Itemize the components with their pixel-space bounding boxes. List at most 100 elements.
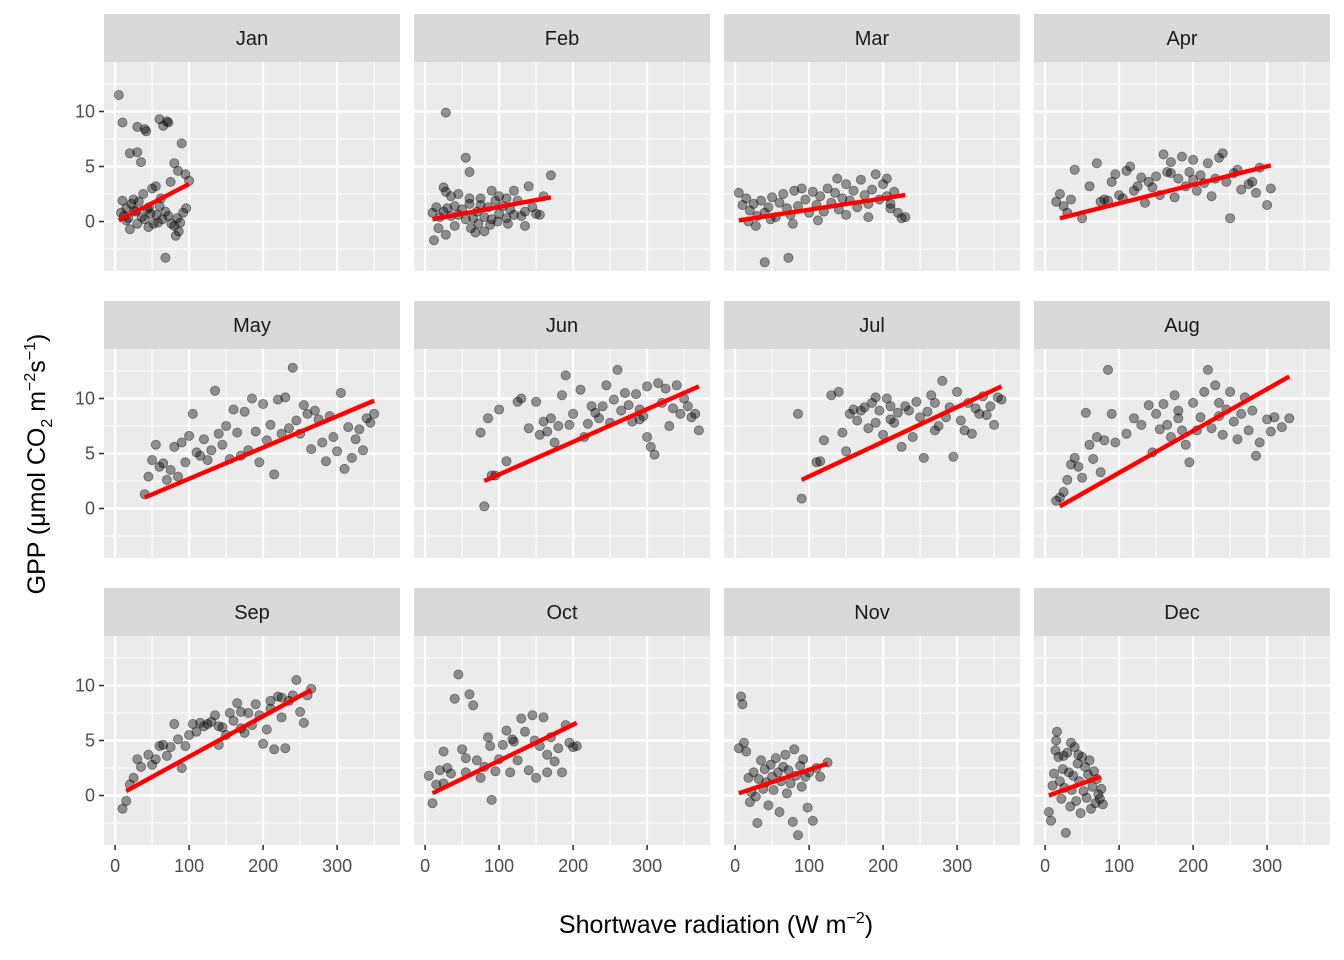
scatter-point (165, 742, 176, 753)
strip-label-jan: Jan (236, 28, 268, 50)
scatter-point (468, 700, 479, 711)
scatter-point (1247, 176, 1258, 187)
scatter-point (807, 186, 818, 197)
scatter-point (147, 759, 158, 770)
scatter-point (878, 179, 889, 190)
scatter-point (911, 396, 922, 407)
scatter-point (339, 463, 350, 474)
scatter-point (859, 402, 870, 413)
scatter-point (1062, 474, 1073, 485)
scatter-point (1073, 749, 1084, 760)
scatter-point (844, 408, 855, 419)
scatter-point (738, 737, 749, 748)
scatter-point (1232, 434, 1243, 445)
scatter-point (531, 208, 542, 219)
scatter-point (494, 404, 505, 415)
scatter-point (892, 407, 903, 418)
scatter-point (221, 420, 232, 431)
scatter-point (357, 445, 368, 456)
scatter-point (885, 414, 896, 425)
scatter-point (232, 427, 243, 438)
scatter-point (815, 771, 826, 782)
scatter-point (246, 393, 257, 404)
scatter-point (582, 418, 593, 429)
scatter-point (1093, 789, 1104, 800)
scatter-point (549, 437, 560, 448)
y-tick-label: 0 (85, 786, 95, 806)
regression-line-jan (117, 182, 191, 223)
scatter-point (464, 193, 475, 204)
scatter-point (874, 405, 885, 416)
scatter-point (770, 753, 781, 764)
scatter-point (767, 192, 778, 203)
scatter-point (442, 203, 453, 214)
scatter-point (1063, 767, 1074, 778)
x-tick-label: 100 (1104, 856, 1134, 876)
scatter-point (682, 401, 693, 412)
scatter-point (139, 214, 150, 225)
scatter-point (508, 736, 519, 747)
x-tick-label: 0 (420, 856, 430, 876)
strip-label-oct: Oct (546, 602, 578, 624)
scatter-point (490, 766, 501, 777)
scatter-point (150, 754, 161, 765)
scatter-point (818, 435, 829, 446)
scatter-point (520, 220, 531, 231)
scatter-point (460, 152, 471, 163)
scatter-point (453, 188, 464, 199)
scatter-point (1262, 414, 1273, 425)
regression-line-nov (738, 761, 829, 796)
scatter-point (161, 750, 172, 761)
scatter-point (151, 209, 162, 220)
scatter-point (736, 691, 747, 702)
scatter-point (733, 743, 744, 754)
scatter-point (479, 212, 490, 223)
scatter-point (128, 772, 139, 783)
scatter-point (531, 772, 542, 783)
scatter-point (1251, 187, 1262, 198)
scatter-point (645, 441, 656, 452)
scatter-point (428, 235, 439, 246)
scatter-point (619, 387, 630, 398)
scatter-point (501, 213, 512, 224)
scatter-point (744, 797, 755, 808)
scatter-point (217, 439, 228, 450)
scatter-point (815, 191, 826, 202)
scatter-point (870, 417, 881, 428)
scatter-point (150, 439, 161, 450)
scatter-point (1169, 390, 1180, 401)
scatter-point (1068, 770, 1079, 781)
scatter-point (830, 187, 841, 198)
scatter-point (169, 158, 180, 169)
scatter-point (955, 415, 966, 426)
scatter-point (833, 386, 844, 397)
scatter-point (597, 401, 608, 412)
scatter-point (773, 767, 784, 778)
scatter-point (601, 380, 612, 391)
scatter-point (145, 208, 156, 219)
scatter-point (298, 717, 309, 728)
scatter-point (485, 741, 496, 752)
scatter-point (258, 738, 269, 749)
scatter-point (763, 800, 774, 811)
scatter-point (889, 417, 900, 428)
scatter-point (841, 179, 852, 190)
scatter-point (1110, 437, 1121, 448)
scatter-point (507, 734, 518, 745)
scatter-point (1143, 400, 1154, 411)
scatter-point (826, 390, 837, 401)
scatter-point (180, 741, 191, 752)
regression-line-oct (431, 720, 578, 796)
scatter-point (169, 220, 180, 231)
scatter-point (1151, 171, 1162, 182)
scatter-point (198, 434, 209, 445)
scatter-point (1173, 173, 1184, 184)
strip-label-apr: Apr (1166, 28, 1197, 50)
scatter-point (1110, 169, 1121, 180)
scatter-point (1173, 405, 1184, 416)
strip-jun (414, 301, 710, 349)
scatter-point (235, 706, 246, 717)
scatter-point (153, 217, 164, 228)
scatter-point (789, 185, 800, 196)
